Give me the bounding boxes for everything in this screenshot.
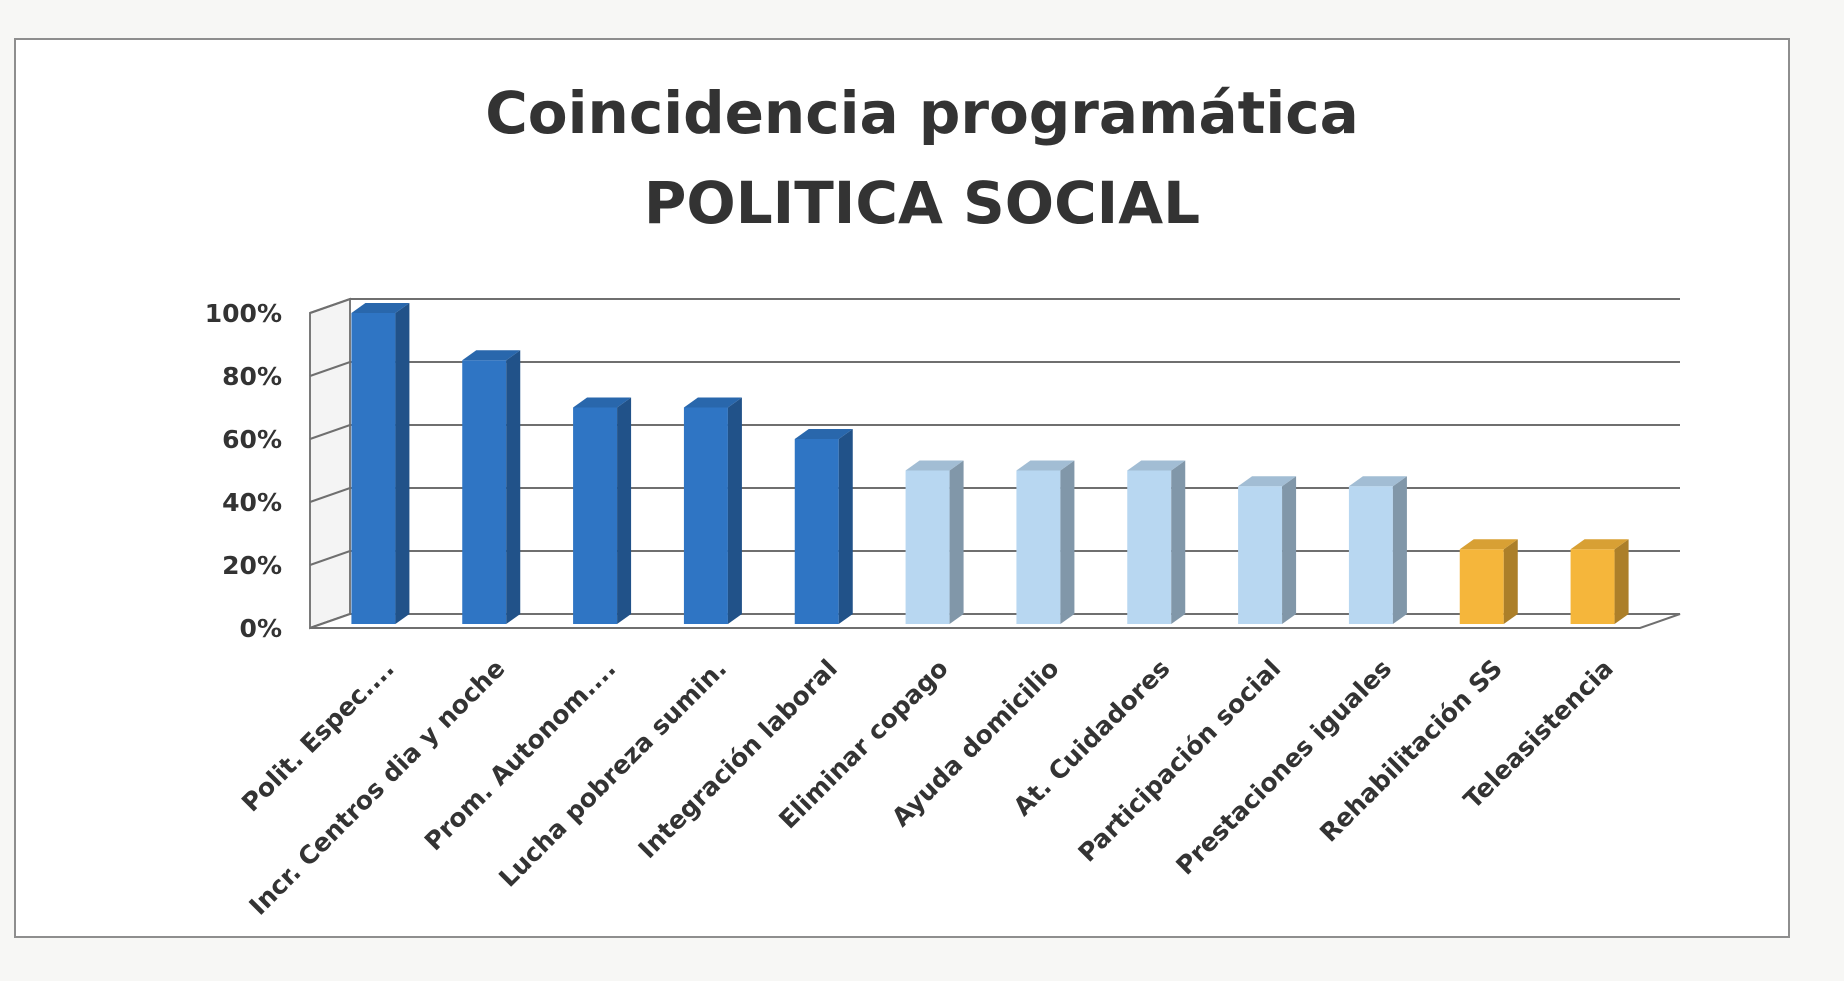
x-category-label: Prom. Autonom....	[419, 654, 621, 856]
y-tick-label: 60%	[222, 425, 282, 454]
bar-top	[1459, 539, 1518, 550]
bar-top	[1127, 460, 1186, 471]
gridline	[309, 487, 1680, 503]
bar-side	[617, 397, 632, 624]
y-tick-label: 100%	[205, 299, 282, 328]
bar-front	[1570, 549, 1615, 624]
bar-side	[1503, 539, 1518, 624]
floor-plane	[309, 613, 1681, 629]
bar-side	[1392, 476, 1407, 624]
bar-top	[1348, 476, 1407, 487]
y-tick-label: 0%	[240, 614, 282, 643]
bar	[1459, 539, 1518, 624]
x-category-label: Integración laboral	[633, 654, 843, 864]
bar	[905, 460, 964, 624]
side-wall	[309, 297, 351, 630]
x-category-label: Rehabilitación SS	[1314, 654, 1508, 848]
bar-top	[683, 397, 742, 408]
bar-top	[905, 460, 964, 471]
bar-front	[1127, 470, 1172, 624]
bar	[683, 397, 742, 624]
bar-front	[462, 360, 507, 624]
y-tick-label: 40%	[222, 488, 282, 517]
bar-top	[1016, 460, 1075, 471]
bar-side	[1171, 460, 1186, 624]
bar-front	[794, 439, 839, 624]
bar-side	[395, 303, 410, 624]
x-axis-category-labels: Polit. Espec....Incr. Centros dia y noch…	[236, 654, 1619, 921]
bar-side	[506, 350, 521, 624]
bar-side	[838, 429, 853, 624]
chart-subtitle: POLITICA SOCIAL	[643, 169, 1201, 237]
y-tick-label: 80%	[222, 362, 282, 391]
x-category-label: Lucha pobreza sumin.	[493, 654, 732, 893]
bar	[351, 303, 410, 624]
bar-front	[1016, 470, 1061, 624]
x-category-label: Prestaciones iguales	[1170, 654, 1397, 881]
bar-front	[683, 407, 728, 624]
bar	[573, 397, 632, 624]
bar-front	[1459, 549, 1504, 624]
bar-top	[1570, 539, 1629, 550]
bar-front	[351, 313, 396, 624]
plot-floor	[309, 613, 1681, 629]
bar-front	[573, 407, 618, 624]
bar-front	[1238, 486, 1283, 624]
bar-top	[573, 397, 632, 408]
bar-side	[949, 460, 964, 624]
bar-top	[1238, 476, 1297, 487]
bar-top	[794, 429, 853, 439]
bar-side	[727, 397, 742, 624]
bar-front	[905, 470, 950, 624]
back-wall	[350, 299, 1680, 614]
gridline	[309, 361, 1680, 377]
bar-side	[1614, 539, 1629, 624]
gridline	[309, 298, 1680, 314]
bars	[351, 303, 1629, 624]
y-tick-label: 20%	[222, 551, 282, 580]
bar-side	[1282, 476, 1297, 624]
chart-title: Coincidencia programática	[485, 79, 1359, 147]
bar-top	[462, 350, 521, 361]
y-axis-tick-labels: 0% 20% 40% 60% 80% 100%	[205, 299, 282, 643]
bar	[1238, 476, 1297, 624]
bar	[1016, 460, 1075, 624]
bar-front	[1348, 486, 1393, 624]
bar	[794, 429, 853, 624]
bar	[1127, 460, 1186, 624]
x-category-label: Participación social	[1072, 654, 1286, 868]
gridline	[309, 424, 1680, 440]
bar	[1348, 476, 1407, 624]
gridline	[309, 550, 1680, 566]
bar	[462, 350, 521, 624]
bar	[1570, 539, 1629, 624]
bar-top	[351, 303, 410, 313]
bar-side	[1060, 460, 1075, 624]
